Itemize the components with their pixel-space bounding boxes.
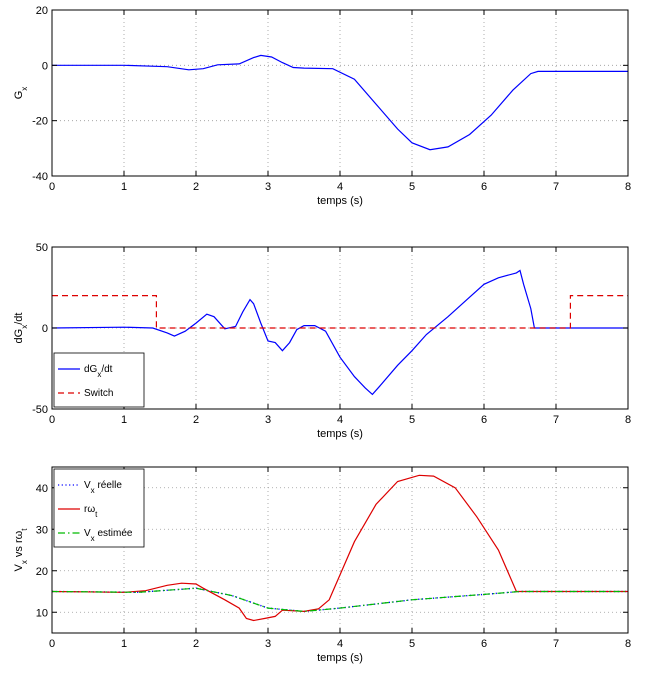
label-subscript: x <box>20 325 29 329</box>
y-tick-label: -40 <box>32 171 48 183</box>
x-tick-label: 2 <box>193 181 199 193</box>
series-line-2 <box>51 474 628 622</box>
x-tick-label: 7 <box>553 414 559 426</box>
y-tick-label: 20 <box>36 566 48 578</box>
label-part: G <box>13 91 25 100</box>
x-tick-label: 6 <box>481 414 487 426</box>
x-tick-label: 0 <box>49 638 55 650</box>
x-tick-label: 3 <box>265 638 271 650</box>
legend-box <box>53 468 145 548</box>
x-tick-label: 3 <box>265 181 271 193</box>
y-axis-label: Vx vs rωt <box>13 528 29 572</box>
x-tick-label: 6 <box>481 181 487 193</box>
x-tick-label: 8 <box>625 638 631 650</box>
y-tick-label: 0 <box>42 60 48 72</box>
y-tick-label: 10 <box>36 607 48 619</box>
label-part: dG <box>84 364 98 375</box>
x-tick-label: 5 <box>409 638 415 650</box>
legend: dGx/dt Switch <box>53 352 145 408</box>
label-subscript: x <box>20 87 29 91</box>
y-tick-label: 20 <box>36 5 48 17</box>
legend-entry-label: rωt <box>84 504 98 519</box>
x-axis-label: temps (s) <box>317 195 363 207</box>
y-tick-label: 30 <box>36 524 48 536</box>
x-tick-label: 4 <box>337 638 343 650</box>
x-tick-label: 6 <box>481 638 487 650</box>
label-part: /dt <box>101 364 112 375</box>
x-tick-label: 1 <box>121 181 127 193</box>
x-tick-label: 1 <box>121 638 127 650</box>
label-part: V <box>13 563 25 571</box>
subplot-1: 0 1 2 3 4 5 6 7 8 -40 -20 0 20 temps (s) Gx <box>13 5 631 207</box>
x-tick-label: 2 <box>193 414 199 426</box>
y-tick-label: 40 <box>36 483 48 495</box>
legend-entry-label: Switch <box>84 388 113 399</box>
label-part: Switch <box>84 388 113 399</box>
x-tick-label: 8 <box>625 414 631 426</box>
y-tick-label: 0 <box>42 323 48 335</box>
x-tick-label: 2 <box>193 638 199 650</box>
legend-entry-label: Vx estimée <box>84 528 133 543</box>
series-line-2 <box>52 295 628 329</box>
label-part: réelle <box>95 480 123 491</box>
label-subscript: t <box>95 510 98 519</box>
x-tick-label: 7 <box>553 181 559 193</box>
x-tick-label: 7 <box>553 638 559 650</box>
series-line-1 <box>51 269 628 396</box>
label-subscript: x <box>20 560 29 564</box>
y-tick-label: -20 <box>32 116 48 128</box>
label-part: V <box>84 480 91 491</box>
x-axis-label: temps (s) <box>317 428 363 440</box>
y-axis-label: Gx <box>13 87 29 100</box>
y-tick-label: -50 <box>32 404 48 416</box>
legend-entry-label: dGx/dt <box>84 364 113 379</box>
label-subscript: x <box>97 370 101 379</box>
label-part: vs rω <box>13 530 25 560</box>
x-tick-label: 5 <box>409 414 415 426</box>
label-part: V <box>84 528 91 539</box>
legend-entry-label: Vx réelle <box>84 480 122 495</box>
label-subscript: t <box>20 528 29 531</box>
x-tick-label: 0 <box>49 414 55 426</box>
x-tick-label: 8 <box>625 181 631 193</box>
label-subscript: x <box>91 486 95 495</box>
y-axis-label: dGx/dt <box>13 313 29 344</box>
x-axis-label: temps (s) <box>317 652 363 664</box>
label-part: estimée <box>95 528 133 539</box>
label-part: rω <box>84 504 95 515</box>
y-tick-label: 50 <box>36 242 48 254</box>
x-tick-label: 1 <box>121 414 127 426</box>
x-tick-label: 3 <box>265 414 271 426</box>
legend-box <box>53 352 145 408</box>
x-tick-label: 0 <box>49 181 55 193</box>
label-part: dG <box>13 329 25 344</box>
label-part: /dt <box>13 313 25 325</box>
series-line-1 <box>51 587 628 613</box>
x-tick-label: 5 <box>409 181 415 193</box>
series-line-1 <box>52 54 628 151</box>
x-tick-label: 4 <box>337 414 343 426</box>
x-tick-label: 4 <box>337 181 343 193</box>
label-subscript: x <box>91 534 95 543</box>
